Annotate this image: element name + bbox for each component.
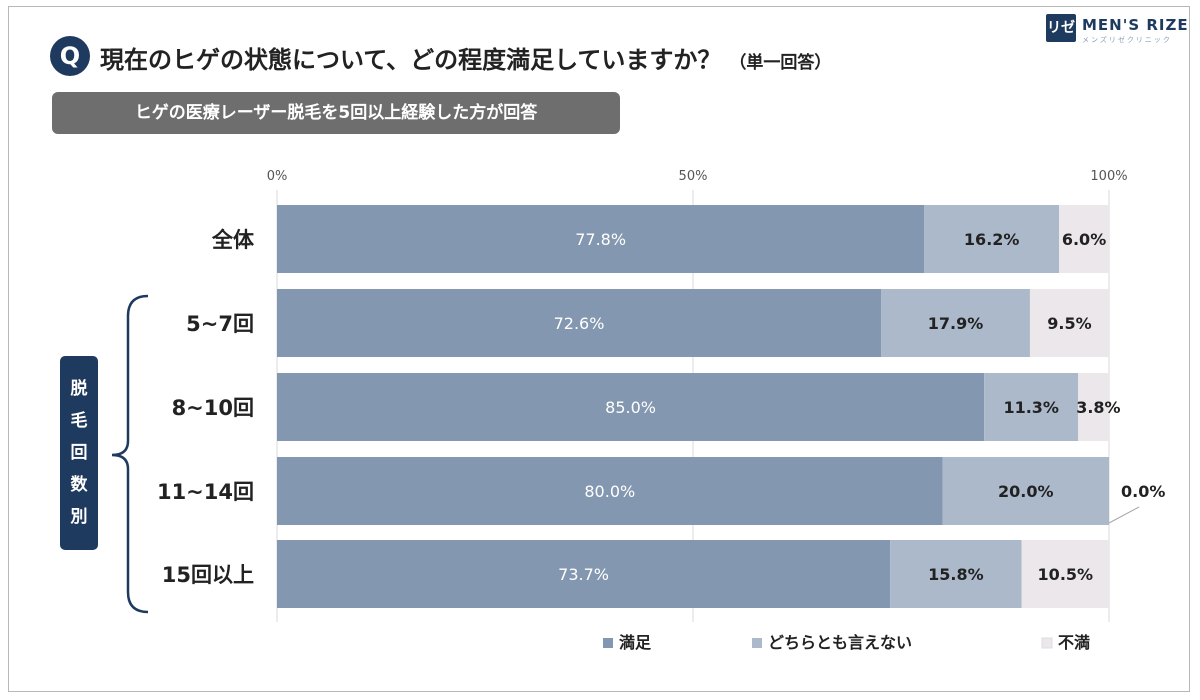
data-label: 20.0%	[998, 482, 1054, 501]
data-label-leader	[1108, 506, 1140, 524]
bar-segment	[277, 289, 882, 357]
data-label: 15.8%	[928, 565, 984, 584]
category-label: 11~14回	[157, 480, 254, 504]
bar-segment	[942, 457, 1109, 525]
legend-label: 満足	[619, 633, 652, 652]
category-label: 5~7回	[186, 312, 254, 336]
bar-segment	[1078, 373, 1110, 441]
x-tick-label: 50%	[679, 169, 708, 184]
question-note: （単一回答）	[729, 53, 832, 73]
bar-segment	[277, 457, 943, 525]
logo-name: MEN'S RIZE	[1082, 16, 1189, 34]
x-tick-label: 0%	[267, 169, 288, 184]
legend-swatch	[1041, 637, 1053, 649]
group-label-char: 回	[70, 443, 88, 463]
group-label-char: 数	[70, 475, 88, 495]
group-brace	[111, 294, 149, 614]
legend-swatch	[752, 638, 762, 648]
legend-swatch	[603, 638, 613, 648]
logo-tagline: メンズリゼクリニック	[1082, 36, 1172, 44]
data-label: 0.0%	[1121, 482, 1165, 501]
question-title: 現在のヒゲの状態について、どの程度満足していますか？ （単一回答）	[100, 40, 831, 75]
data-label: 17.9%	[928, 314, 984, 333]
bar-segment	[277, 205, 925, 273]
data-label: 72.6%	[554, 314, 605, 333]
bar-segment	[1029, 289, 1109, 357]
x-tick-label: 100%	[1090, 169, 1127, 184]
bar-segment	[1021, 540, 1109, 608]
question-badge: Q	[50, 36, 90, 76]
category-label: 8~10回	[172, 396, 254, 420]
data-label: 9.5%	[1047, 314, 1091, 333]
bar-segment	[984, 373, 1079, 441]
logo-mark: リゼ	[1046, 14, 1076, 42]
data-label: 6.0%	[1062, 230, 1106, 249]
bar-segment	[924, 205, 1060, 273]
data-label: 85.0%	[605, 398, 656, 417]
group-label: 脱 毛 回 数 別	[60, 356, 98, 550]
legend-label: 不満	[1058, 633, 1090, 652]
data-label: 73.7%	[558, 565, 609, 584]
category-label: 全体	[211, 228, 255, 252]
legend-label: どちらとも言えない	[768, 633, 912, 652]
category-label: 15回以上	[162, 563, 254, 587]
bar-segment	[1059, 205, 1109, 273]
data-label: 16.2%	[964, 230, 1020, 249]
bar-segment	[881, 289, 1030, 357]
question-text: 現在のヒゲの状態について、どの程度満足していますか？	[100, 46, 722, 74]
group-label-char: 脱	[70, 379, 88, 399]
data-label: 77.8%	[575, 230, 626, 249]
data-label: 3.8%	[1076, 398, 1120, 417]
bar-segment	[277, 373, 985, 441]
group-label-char: 毛	[70, 411, 88, 431]
bar-segment	[277, 540, 891, 608]
bar-segment	[890, 540, 1022, 608]
respondent-condition: ヒゲの医療レーザー脱毛を5回以上経験した方が回答	[52, 92, 620, 134]
data-label: 80.0%	[584, 482, 635, 501]
data-label: 10.5%	[1038, 565, 1094, 584]
data-label: 11.3%	[1003, 398, 1059, 417]
group-label-char: 別	[70, 507, 88, 527]
